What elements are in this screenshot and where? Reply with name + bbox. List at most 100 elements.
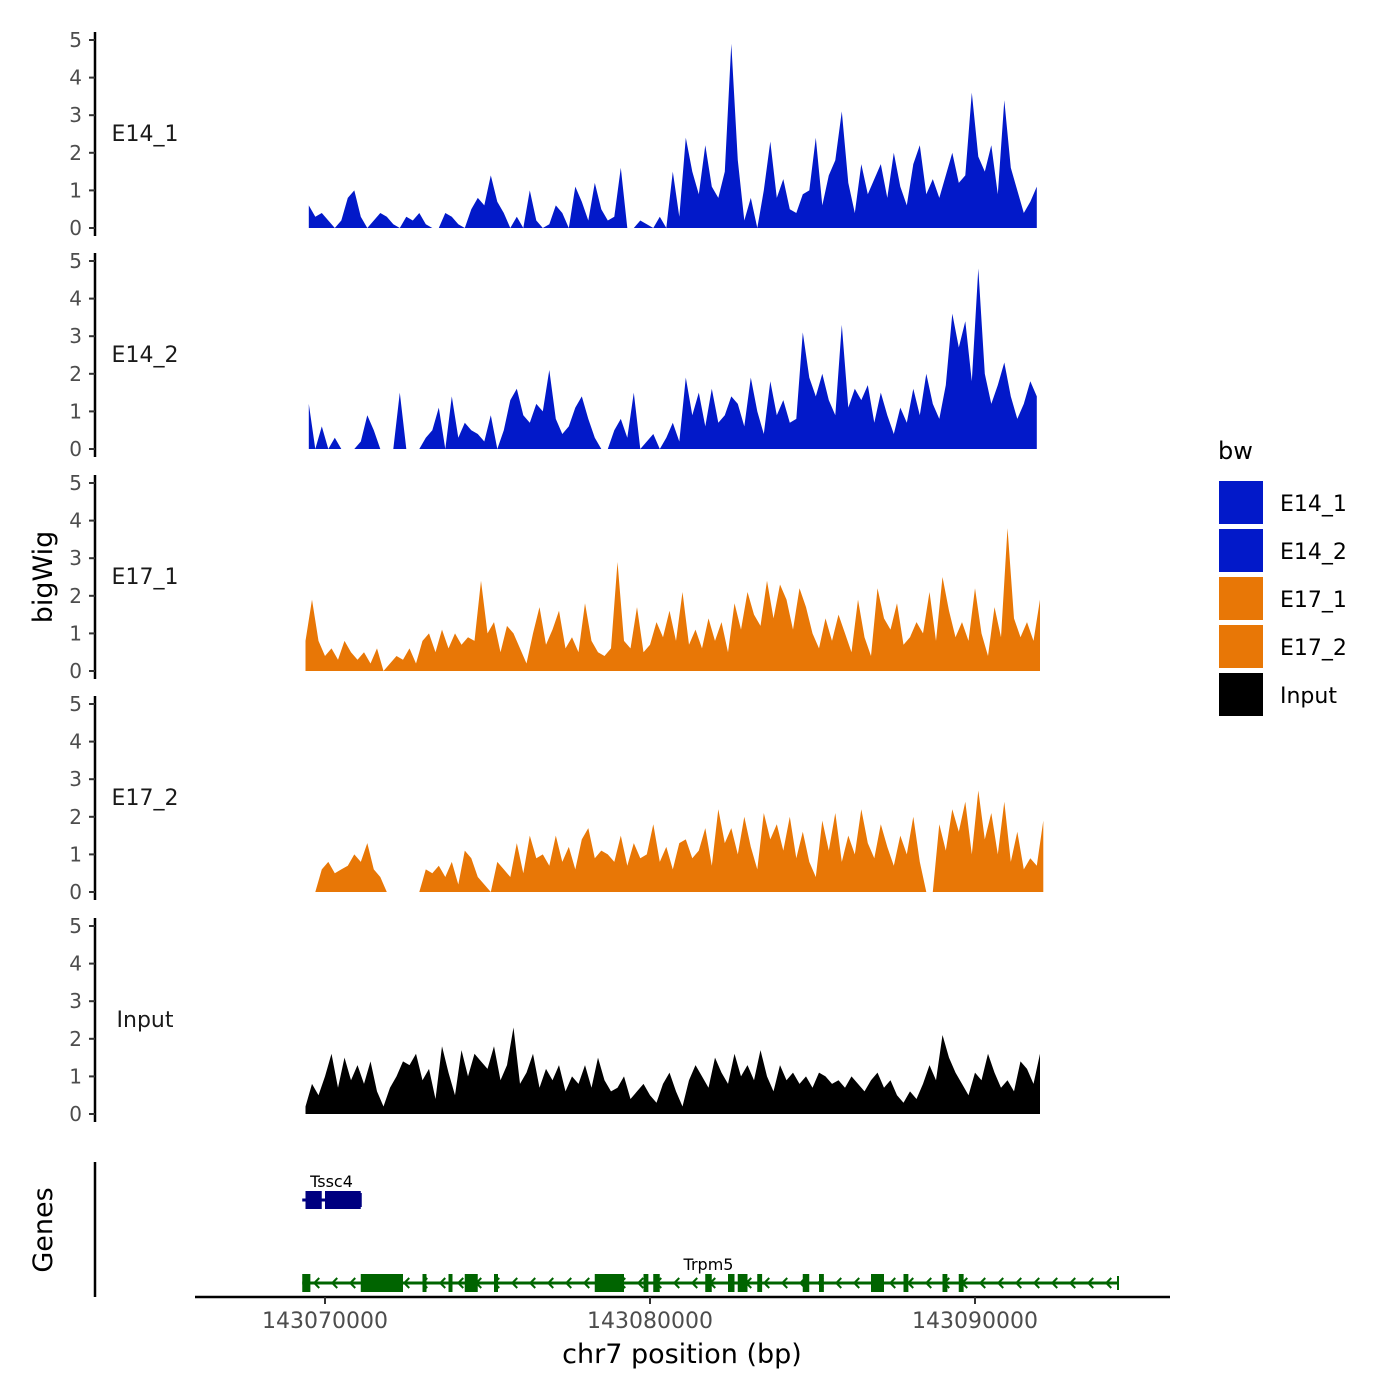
exon-block	[871, 1274, 884, 1292]
exon-block	[653, 1274, 660, 1292]
exon-block	[325, 1191, 361, 1209]
y-tick-label: 0	[69, 437, 82, 461]
gene-tssc4: Tssc4	[302, 1172, 362, 1209]
strand-arrow	[1014, 1277, 1022, 1289]
y-tick-label: 3	[69, 546, 82, 570]
x-axis: 143070000 143080000 143090000	[195, 1295, 1170, 1334]
exon-block	[305, 1191, 322, 1209]
legend-swatch	[1219, 481, 1263, 524]
strand-arrow	[582, 1277, 590, 1289]
y-tick-label: 1	[69, 399, 82, 423]
track-e17-2: 0 1 2 3 4 5 E17_2	[69, 692, 1044, 904]
strand-arrow	[690, 1277, 698, 1289]
exon-block	[757, 1274, 763, 1292]
x-tick-label: 143090000	[912, 1309, 1038, 1334]
y-tick-label: 0	[69, 659, 82, 683]
legend-title: bw	[1218, 437, 1253, 465]
strand-arrow	[546, 1277, 554, 1289]
strand-arrow	[402, 1277, 410, 1289]
track-label: E14_2	[112, 343, 179, 368]
y-tick-label: 3	[69, 324, 82, 348]
y-tick-label: 2	[69, 362, 82, 386]
y-tick-label: 3	[69, 989, 82, 1013]
strand-arrow	[996, 1277, 1004, 1289]
y-axis-title: bigWig	[28, 531, 59, 624]
track-label: E17_2	[112, 786, 179, 811]
strand-arrow	[834, 1277, 842, 1289]
track-label: E17_1	[112, 565, 179, 590]
x-axis-title: chr7 position (bp)	[562, 1339, 802, 1370]
bigwig-tracks: 0 1 2 3 4 5 E14_1 0 1 2 3 4 5 E14_2 0 1 2 3 4 5 E17_1 0 1 2 3 4 5 E…	[69, 28, 1044, 1126]
x-tick-label: 143070000	[262, 1309, 388, 1334]
y-tick-label: 1	[69, 621, 82, 645]
legend-swatch	[1219, 577, 1263, 620]
strand-arrow	[510, 1277, 518, 1289]
signal-area-e17-1	[305, 528, 1040, 671]
legend-swatch	[1219, 673, 1263, 716]
track-label: Input	[117, 1008, 174, 1033]
exon-block	[464, 1274, 478, 1292]
y-tick-label: 4	[69, 287, 82, 311]
exon-block	[728, 1274, 735, 1292]
legend-label: Input	[1280, 684, 1337, 709]
x-tick-label: 143080000	[587, 1309, 713, 1334]
y-tick-label: 0	[69, 216, 82, 240]
exon-block	[705, 1274, 712, 1292]
signal-area-input	[305, 1027, 1040, 1114]
exon-block	[942, 1274, 948, 1292]
signal-area-e17-2	[315, 790, 1044, 892]
exon-block	[360, 1274, 403, 1292]
strand-arrow	[1086, 1277, 1094, 1289]
exon-block	[422, 1274, 427, 1292]
y-tick-label: 4	[69, 730, 82, 754]
gene-trpm5: Trpm5	[302, 1255, 1119, 1292]
legend-label: E14_1	[1280, 492, 1347, 517]
y-tick-label: 2	[69, 584, 82, 608]
signal-area-e14-1	[308, 43, 1037, 228]
y-tick-label: 0	[69, 880, 82, 904]
gene-label: Tssc4	[309, 1172, 353, 1191]
y-tick-label: 1	[69, 842, 82, 866]
exon-block	[737, 1274, 748, 1292]
y-tick-label: 2	[69, 805, 82, 829]
track-e17-1: 0 1 2 3 4 5 E17_1	[69, 471, 1040, 683]
strand-arrow	[1050, 1277, 1058, 1289]
track-input: 0 1 2 3 4 5 Input	[69, 914, 1040, 1126]
y-tick-label: 0	[69, 1102, 82, 1126]
y-tick-label: 5	[69, 249, 82, 273]
legend-swatch	[1219, 625, 1263, 668]
strand-arrow	[978, 1277, 986, 1289]
legend: bw E14_1 E14_2 E17_1 E17_2 Input	[1218, 437, 1347, 716]
strand-arrow	[348, 1277, 356, 1289]
legend-swatch	[1219, 529, 1263, 572]
exon-block	[302, 1274, 311, 1292]
track-e14-1: 0 1 2 3 4 5 E14_1	[69, 28, 1037, 240]
exon-block	[494, 1274, 498, 1292]
exon-block	[903, 1274, 909, 1292]
track-e14-2: 0 1 2 3 4 5 E14_2	[69, 249, 1037, 461]
strand-arrow	[672, 1277, 680, 1289]
strand-arrow	[924, 1277, 932, 1289]
strand-arrow	[312, 1277, 320, 1289]
legend-label: E17_1	[1280, 588, 1347, 613]
strand-arrow	[1068, 1277, 1076, 1289]
y-tick-label: 3	[69, 767, 82, 791]
strand-arrow	[456, 1277, 464, 1289]
strand-arrow	[564, 1277, 572, 1289]
strand-arrow	[762, 1277, 770, 1289]
exon-block	[958, 1274, 964, 1292]
y-tick-label: 3	[69, 103, 82, 127]
strand-arrow	[852, 1277, 860, 1289]
y-tick-label: 4	[69, 952, 82, 976]
gene-track-title: Genes	[28, 1187, 59, 1272]
exon-block	[448, 1274, 453, 1292]
strand-arrow	[1032, 1277, 1040, 1289]
y-tick-label: 5	[69, 28, 82, 52]
track-label: E14_1	[112, 122, 179, 147]
exon-block	[594, 1274, 624, 1292]
strand-arrow	[330, 1277, 338, 1289]
legend-label: E17_2	[1280, 636, 1347, 661]
y-tick-label: 2	[69, 141, 82, 165]
exon-block	[802, 1274, 810, 1292]
y-tick-label: 5	[69, 471, 82, 495]
